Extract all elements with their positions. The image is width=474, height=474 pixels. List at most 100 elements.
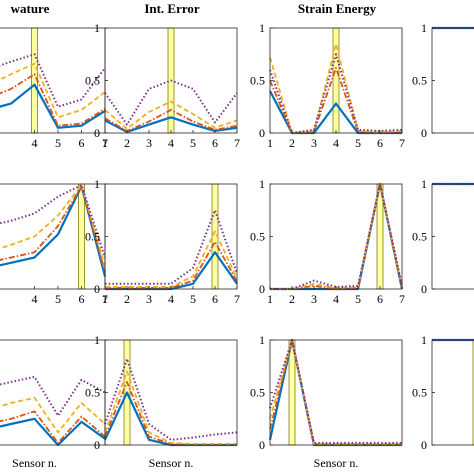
column-title-1: wature (11, 1, 50, 16)
y-tick-label: 0 (259, 438, 265, 452)
subplot-3-4: 00.51 (412, 333, 474, 452)
y-tick-label: 1 (421, 333, 427, 347)
y-tick-label: 0.5 (85, 230, 100, 244)
series-line-dashed (0, 396, 106, 434)
subplot-2-3: 1 2 3 4 5 6 7 0 0.5 1 (250, 177, 405, 306)
y-tick-label: 1 (259, 177, 265, 191)
y-tick-label: 0 (94, 126, 100, 140)
series-line-dashed (104, 100, 238, 130)
x-tick-label: 7 (399, 136, 405, 150)
y-tick-label: 1 (94, 21, 100, 35)
y-tick-label: 0.5 (85, 74, 100, 88)
series-line-dashdot (0, 73, 106, 127)
y-tick-label: 1 (259, 333, 265, 347)
x-tick-label: 7 (399, 292, 405, 306)
x-tick-label: 5 (355, 136, 361, 150)
x-axis-label: Sensor n. (12, 456, 57, 470)
x-tick-label: 5 (190, 136, 196, 150)
x-axis-label: Sensor n. (149, 456, 194, 470)
x-tick-label: 4 (168, 136, 174, 150)
column-title-2: Int. Error (144, 1, 200, 16)
x-tick-label: 3 (146, 136, 152, 150)
y-tick-label: 0.5 (250, 74, 265, 88)
x-tick-label: 4 (32, 136, 38, 150)
x-tick-label: 6 (79, 136, 85, 150)
axes-box (431, 27, 474, 134)
y-tick-label: 0 (259, 282, 265, 296)
x-tick-label: 6 (212, 292, 218, 306)
x-tick-label: 5 (55, 136, 61, 150)
y-tick-label: 0.5 (412, 230, 427, 244)
x-tick-label: 1 (267, 136, 273, 150)
series-line-dashed (0, 62, 106, 119)
subplot-1-3: 1 2 3 4 5 6 7 0 0.5 1 (250, 21, 405, 150)
x-tick-label: 2 (289, 136, 295, 150)
x-tick-label: 3 (311, 136, 317, 150)
series-line-dotted (0, 53, 106, 108)
highlight-band (332, 27, 340, 134)
x-tick-label: 5 (355, 292, 361, 306)
subplot-3-1: Sensor n. (0, 339, 106, 470)
x-tick-label: 6 (79, 292, 85, 306)
x-tick-label: 6 (212, 136, 218, 150)
y-tick-label: 0 (94, 282, 100, 296)
subplot-2-1: 4 5 6 7 (0, 183, 108, 306)
y-tick-label: 0 (94, 438, 100, 452)
series-line-dotted (0, 375, 106, 417)
subplot-1-1: 4 5 6 7 (0, 27, 108, 150)
highlight-band (376, 183, 384, 290)
x-tick-label: 5 (55, 292, 61, 306)
x-tick-label: 4 (32, 292, 38, 306)
subplot-1-4: 00.51 (412, 21, 474, 140)
series-line-dashdot (0, 410, 106, 444)
series-line-dashed (0, 184, 106, 267)
subplot-2-4: 00.51 (412, 177, 474, 296)
y-tick-label: 0.5 (412, 74, 427, 88)
y-tick-label: 1 (421, 21, 427, 35)
x-tick-label: 2 (124, 136, 130, 150)
x-tick-label: 6 (377, 136, 383, 150)
y-tick-label: 1 (421, 177, 427, 191)
subplot-3-3: 0 0.5 1 Sensor n. (250, 333, 403, 470)
series-line-dotted (104, 79, 238, 126)
x-tick-label: 6 (377, 292, 383, 306)
y-tick-label: 0 (259, 126, 265, 140)
axes-box (431, 183, 474, 290)
y-tick-label: 1 (94, 333, 100, 347)
y-tick-label: 0 (421, 126, 427, 140)
x-tick-label: 1 (267, 292, 273, 306)
highlight-band (288, 339, 296, 446)
axes-box (431, 339, 474, 446)
y-tick-label: 0 (421, 438, 427, 452)
y-tick-label: 0.5 (250, 386, 265, 400)
y-tick-label: 0.5 (412, 386, 427, 400)
series-line-dashdot (269, 67, 403, 134)
subplot-3-2: 0 0.5 1 Sensor n. (85, 333, 238, 470)
x-tick-label: 1 (102, 292, 108, 306)
x-tick-label: 4 (168, 292, 174, 306)
x-tick-label: 3 (146, 292, 152, 306)
x-tick-label: 7 (102, 292, 108, 306)
x-tick-label: 2 (289, 292, 295, 306)
x-tick-label: 7 (234, 136, 240, 150)
highlight-band (78, 183, 85, 290)
x-tick-label: 4 (333, 292, 339, 306)
y-tick-label: 1 (259, 21, 265, 35)
x-tick-label: 3 (311, 292, 317, 306)
series-line-solid (0, 83, 106, 129)
x-tick-label: 2 (124, 292, 130, 306)
column-title-3: Strain Energy (298, 1, 377, 16)
y-tick-label: 0 (421, 282, 427, 296)
x-tick-label: 1 (102, 136, 108, 150)
series-line-dashed (104, 370, 237, 445)
y-tick-label: 0.5 (85, 386, 100, 400)
x-axis-label: Sensor n. (314, 456, 359, 470)
subplot-2-2: 1 2 3 4 5 6 700.51 (85, 177, 240, 306)
y-tick-label: 1 (94, 177, 100, 191)
x-tick-label: 5 (190, 292, 196, 306)
x-tick-label: 4 (333, 136, 339, 150)
x-tick-label: 7 (102, 136, 108, 150)
x-tick-label: 7 (234, 292, 240, 306)
